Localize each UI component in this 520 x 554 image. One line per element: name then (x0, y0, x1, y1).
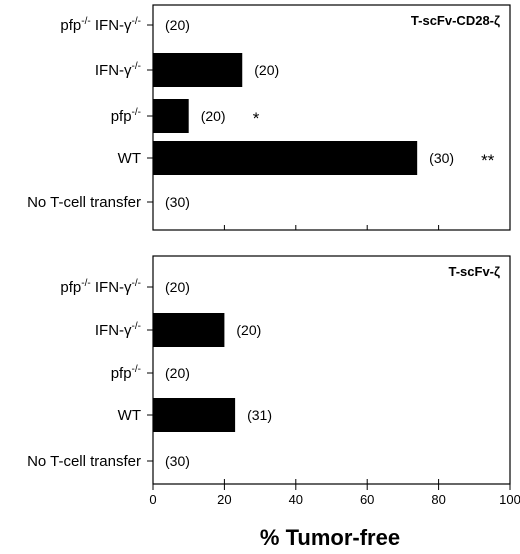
bar (153, 99, 189, 133)
n-label: (20) (165, 365, 190, 381)
category-label: pfp-/- IFN-γ-/- (60, 278, 141, 296)
bar (153, 313, 225, 347)
x-tick-label: 100 (499, 492, 520, 507)
plot-frame (152, 255, 511, 485)
x-tick-label: 60 (360, 492, 374, 507)
n-label: (20) (254, 62, 279, 78)
n-label: (30) (429, 150, 454, 166)
n-label: (20) (236, 322, 261, 338)
x-tick-label: 80 (431, 492, 445, 507)
n-label: (20) (165, 279, 190, 295)
bar (153, 398, 236, 432)
n-label: (30) (165, 194, 190, 210)
x-tick-label: 40 (289, 492, 303, 507)
panel-title: T-scFv-ζ (449, 264, 501, 279)
x-axis: 0 20 40 60 80 100 (149, 484, 520, 507)
x-axis-label: % Tumor-free (260, 525, 400, 550)
significance-marker: * (253, 109, 260, 128)
panel-title: T-scFv-CD28-ζ (411, 13, 500, 28)
x-tick-label: 20 (217, 492, 231, 507)
n-label: (31) (247, 407, 272, 423)
chart-panels: T-scFv-CD28-ζ pfp-/- IFN-γ-/- (20) IFN-γ-/-… (27, 4, 511, 485)
n-label: (30) (165, 453, 190, 469)
category-label: pfp-/- (111, 107, 141, 125)
bar (153, 53, 243, 87)
bar (153, 141, 418, 175)
category-label: pfp-/- IFN-γ-/- (60, 16, 141, 34)
x-tick-label: 0 (149, 492, 156, 507)
category-label: WT (118, 407, 141, 424)
category-label: No T-cell transfer (27, 194, 141, 211)
n-label: (20) (201, 108, 226, 124)
category-label: WT (118, 150, 141, 167)
category-label: IFN-γ-/- (95, 61, 141, 79)
category-label: pfp-/- (111, 364, 141, 382)
significance-marker: ** (481, 151, 495, 170)
panel-1: T-scFv-CD28-ζ pfp-/- IFN-γ-/- (20) IFN-γ-/-… (27, 4, 511, 231)
panel-2: T-scFv-ζ pfp-/- IFN-γ-/- (20) IFN-γ-/- (20) p… (27, 255, 511, 485)
category-label: IFN-γ-/- (95, 321, 141, 339)
category-label: No T-cell transfer (27, 453, 141, 470)
n-label: (20) (165, 17, 190, 33)
